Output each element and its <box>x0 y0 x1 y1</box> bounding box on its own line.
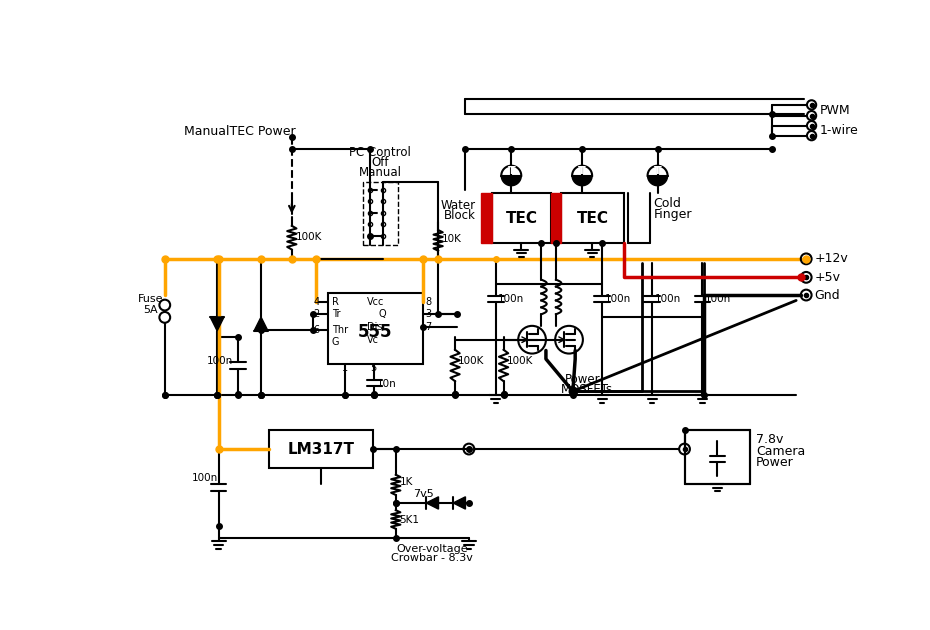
Text: 100n: 100n <box>207 355 233 365</box>
Text: +5v: +5v <box>815 271 841 284</box>
Text: Crowbar - 8.3v: Crowbar - 8.3v <box>392 553 473 563</box>
Text: 7v5: 7v5 <box>413 489 434 499</box>
Text: 100K: 100K <box>296 232 322 243</box>
Text: 100n: 100n <box>705 294 731 304</box>
Text: Power: Power <box>565 373 601 386</box>
Text: 555: 555 <box>358 323 392 341</box>
Text: 2: 2 <box>313 309 320 319</box>
Bar <box>269 430 373 468</box>
Polygon shape <box>647 176 668 186</box>
Bar <box>561 193 624 243</box>
Text: Vcc: Vcc <box>366 297 384 307</box>
Text: 4: 4 <box>313 297 320 307</box>
Text: LM317T: LM317T <box>287 442 354 457</box>
Text: PWM: PWM <box>819 104 850 117</box>
Bar <box>481 193 492 243</box>
Text: Tr: Tr <box>332 309 340 319</box>
Bar <box>551 193 561 243</box>
Text: Cold: Cold <box>654 197 682 210</box>
Text: 100K: 100K <box>507 355 533 365</box>
Text: ManualTEC Power: ManualTEC Power <box>184 125 296 139</box>
Text: 100n: 100n <box>604 294 631 304</box>
Text: Finger: Finger <box>654 208 692 220</box>
Text: +12v: +12v <box>815 253 848 265</box>
Text: 7: 7 <box>425 323 432 333</box>
Text: Q: Q <box>379 309 386 319</box>
Text: Fuse: Fuse <box>139 294 164 304</box>
Text: Manual: Manual <box>359 166 402 179</box>
Text: Block: Block <box>444 209 476 222</box>
Bar <box>492 193 551 243</box>
Text: T: T <box>508 166 515 176</box>
Text: T: T <box>654 166 661 176</box>
Text: T: T <box>578 166 586 176</box>
Text: 5: 5 <box>370 364 377 373</box>
Text: 3: 3 <box>425 309 432 319</box>
Text: 100n: 100n <box>192 473 218 483</box>
Text: Water: Water <box>441 199 476 212</box>
Text: R: R <box>332 297 339 307</box>
Text: TEC: TEC <box>506 211 538 226</box>
Text: Off: Off <box>372 156 389 169</box>
Bar <box>684 430 750 484</box>
Text: 100n: 100n <box>655 294 681 304</box>
Text: TEC: TEC <box>577 211 608 226</box>
Text: 7.8v: 7.8v <box>756 433 783 445</box>
Text: 8: 8 <box>425 297 432 307</box>
Polygon shape <box>572 176 592 186</box>
Text: Gnd: Gnd <box>815 289 841 302</box>
Polygon shape <box>453 497 465 509</box>
Text: 1: 1 <box>342 364 348 373</box>
Text: Over-voltage: Over-voltage <box>396 544 468 554</box>
Text: Vc: Vc <box>366 336 379 345</box>
Text: Dis: Dis <box>366 323 382 333</box>
Polygon shape <box>210 317 224 331</box>
Text: G: G <box>332 337 339 347</box>
Polygon shape <box>501 176 522 186</box>
Polygon shape <box>426 497 439 509</box>
Polygon shape <box>254 317 268 331</box>
Text: 10n: 10n <box>378 379 397 389</box>
Bar <box>328 293 423 364</box>
Text: 100K: 100K <box>458 355 485 365</box>
Text: 100n: 100n <box>498 294 525 304</box>
Text: 1-wire: 1-wire <box>819 124 858 137</box>
Text: 5A: 5A <box>143 306 158 316</box>
Bar <box>363 182 398 245</box>
Text: 6: 6 <box>313 324 320 335</box>
Text: MOSFETs: MOSFETs <box>562 383 614 396</box>
Text: Camera: Camera <box>756 445 805 458</box>
Text: 5K1: 5K1 <box>400 515 419 525</box>
Text: PC Control: PC Control <box>350 146 411 159</box>
Text: Power: Power <box>756 456 794 469</box>
Text: Thr: Thr <box>332 324 348 335</box>
Text: 10K: 10K <box>442 234 462 244</box>
Text: 1K: 1K <box>400 477 413 487</box>
